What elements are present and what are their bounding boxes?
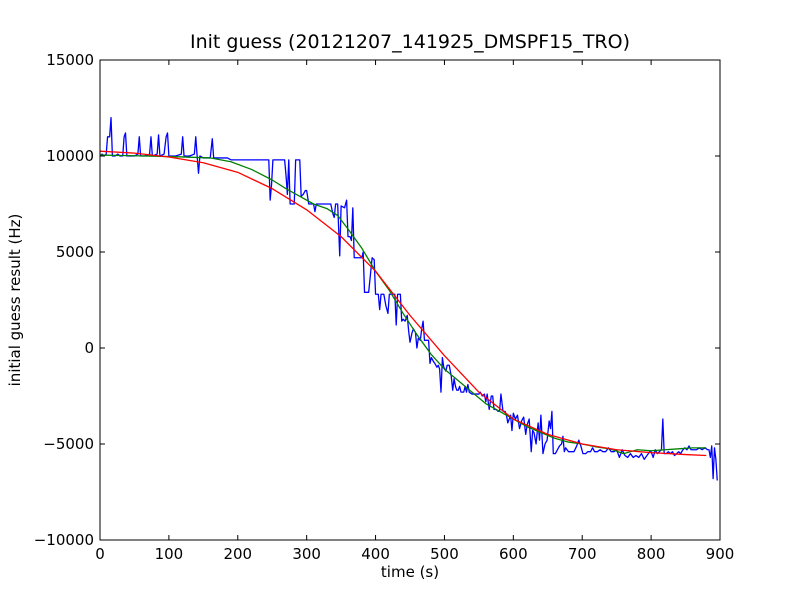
x-tick-label: 500 — [430, 545, 459, 563]
y-tick-label: −10000 — [34, 531, 94, 549]
x-tick-label: 600 — [499, 545, 528, 563]
x-tick-label: 100 — [155, 545, 184, 563]
x-tick-label: 300 — [292, 545, 321, 563]
plot-frame — [99, 59, 721, 541]
chart-title: Init guess (20121207_141925_DMSPF15_TRO) — [190, 31, 630, 53]
x-tick-label: 0 — [95, 545, 105, 563]
series-line-1 — [99, 116, 718, 481]
y-tick-label: 15000 — [46, 51, 94, 69]
series-layer — [99, 116, 718, 481]
x-tick-label: 200 — [223, 545, 252, 563]
y-axis-label: initial guess result (Hz) — [6, 214, 24, 387]
x-axis-label: time (s) — [381, 563, 439, 581]
x-tick-label: 700 — [568, 545, 597, 563]
y-tick-label: 5000 — [56, 243, 94, 261]
series-line-3 — [99, 150, 707, 457]
y-tick-label: 10000 — [46, 147, 94, 165]
tick-layer: 0 100 200 300 400 500 600 700 800 900 −10000 −5000 0… — [34, 51, 735, 563]
y-tick-label: 0 — [84, 339, 94, 357]
series-line-2 — [99, 154, 707, 455]
x-tick-label: 900 — [706, 545, 735, 563]
x-tick-label: 400 — [361, 545, 390, 563]
y-tick-label: −5000 — [43, 435, 94, 453]
x-tick-label: 800 — [637, 545, 666, 563]
